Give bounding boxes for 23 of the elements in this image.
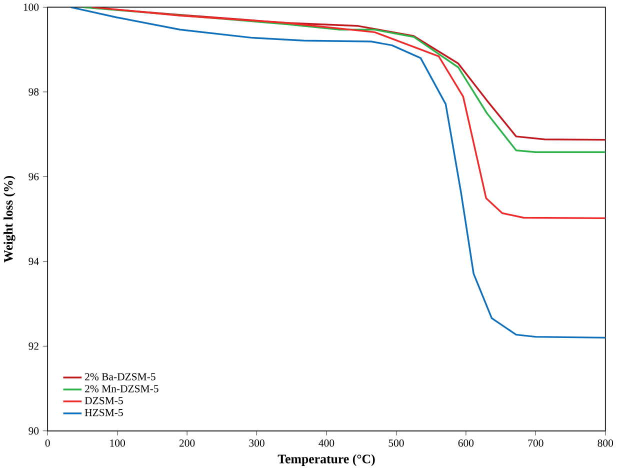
line-series bbox=[70, 7, 606, 339]
legend-label: HZSM-5 bbox=[84, 409, 123, 416]
x-tick-label: 0 bbox=[45, 440, 50, 447]
x-tick-label: 500 bbox=[388, 440, 404, 447]
x-tick-label: 300 bbox=[249, 440, 264, 447]
x-tick-label: 400 bbox=[318, 440, 334, 447]
legend-label: 2% Ba-DZSM-5 bbox=[85, 373, 156, 381]
y-axis-title: Weight loss (%) bbox=[4, 176, 16, 263]
legend-label: DZSM-5 bbox=[84, 397, 123, 404]
y-tick-label: 94 bbox=[28, 258, 39, 266]
line-series bbox=[91, 7, 606, 220]
y-tick-label: 92 bbox=[28, 342, 38, 350]
x-tick-label: 800 bbox=[598, 440, 614, 447]
x-tick-label: 600 bbox=[458, 440, 474, 447]
x-tick-label: 700 bbox=[528, 440, 544, 447]
y-tick-label: 100 bbox=[24, 4, 39, 12]
x-tick-label: 200 bbox=[179, 440, 195, 447]
x-axis-title: Temperature (°C) bbox=[278, 454, 375, 466]
legend-label: 2% Mn-DZSM-5 bbox=[85, 385, 158, 393]
y-tick-label: 96 bbox=[28, 173, 39, 180]
x-tick-label: 100 bbox=[110, 440, 125, 447]
y-tick-label: 90 bbox=[28, 428, 39, 435]
y-tick-label: 98 bbox=[28, 88, 39, 96]
